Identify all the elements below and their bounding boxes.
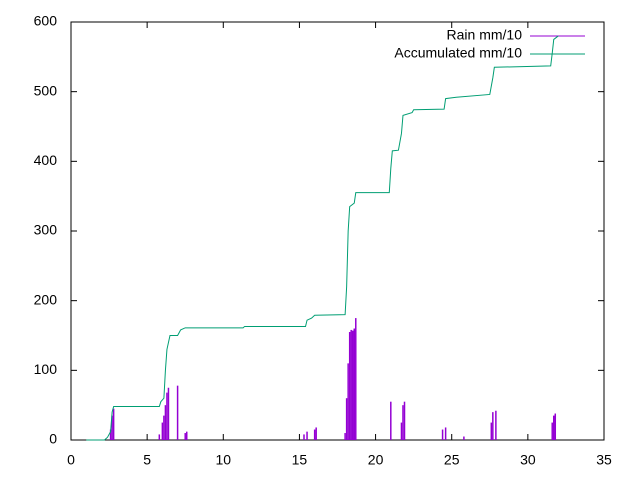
x-tick-label: 5 xyxy=(143,452,151,468)
y-tick-label: 400 xyxy=(34,152,58,168)
y-tick-label: 300 xyxy=(34,222,58,238)
x-tick-label: 25 xyxy=(444,452,460,468)
x-tick-label: 10 xyxy=(215,452,231,468)
y-tick-label: 600 xyxy=(34,13,58,29)
accumulated-line xyxy=(86,35,559,441)
legend-label: Rain mm/10 xyxy=(447,27,523,43)
y-tick-label: 0 xyxy=(49,431,57,447)
plot-frame xyxy=(70,21,605,441)
y-tick-label: 200 xyxy=(34,291,58,307)
x-tick-label: 30 xyxy=(520,452,536,468)
x-tick-label: 0 xyxy=(67,452,75,468)
x-tick-label: 15 xyxy=(292,452,308,468)
y-tick-label: 500 xyxy=(34,82,58,98)
x-tick-label: 35 xyxy=(596,452,612,468)
legend-label: Accumulated mm/10 xyxy=(394,45,522,61)
y-tick-label: 100 xyxy=(34,361,58,377)
x-tick-label: 20 xyxy=(368,452,384,468)
